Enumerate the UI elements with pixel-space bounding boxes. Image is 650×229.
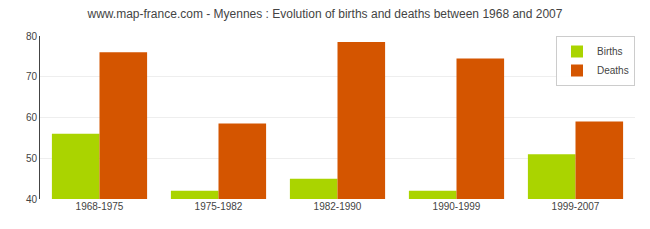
svg-text:40: 40 <box>26 194 38 205</box>
svg-text:www.map-france.com - Myennes :: www.map-france.com - Myennes : Evolution… <box>87 7 563 21</box>
svg-text:1999-2007: 1999-2007 <box>552 201 600 212</box>
svg-text:1990-1999: 1990-1999 <box>433 201 481 212</box>
svg-text:80: 80 <box>26 31 38 42</box>
svg-text:70: 70 <box>26 71 38 82</box>
svg-text:Deaths: Deaths <box>597 65 629 76</box>
svg-text:60: 60 <box>26 112 38 123</box>
svg-text:1975-1982: 1975-1982 <box>195 201 243 212</box>
svg-text:1968-1975: 1968-1975 <box>76 201 124 212</box>
svg-text:50: 50 <box>26 153 38 164</box>
svg-text:1982-1990: 1982-1990 <box>314 201 362 212</box>
svg-text:Births: Births <box>597 46 623 57</box>
